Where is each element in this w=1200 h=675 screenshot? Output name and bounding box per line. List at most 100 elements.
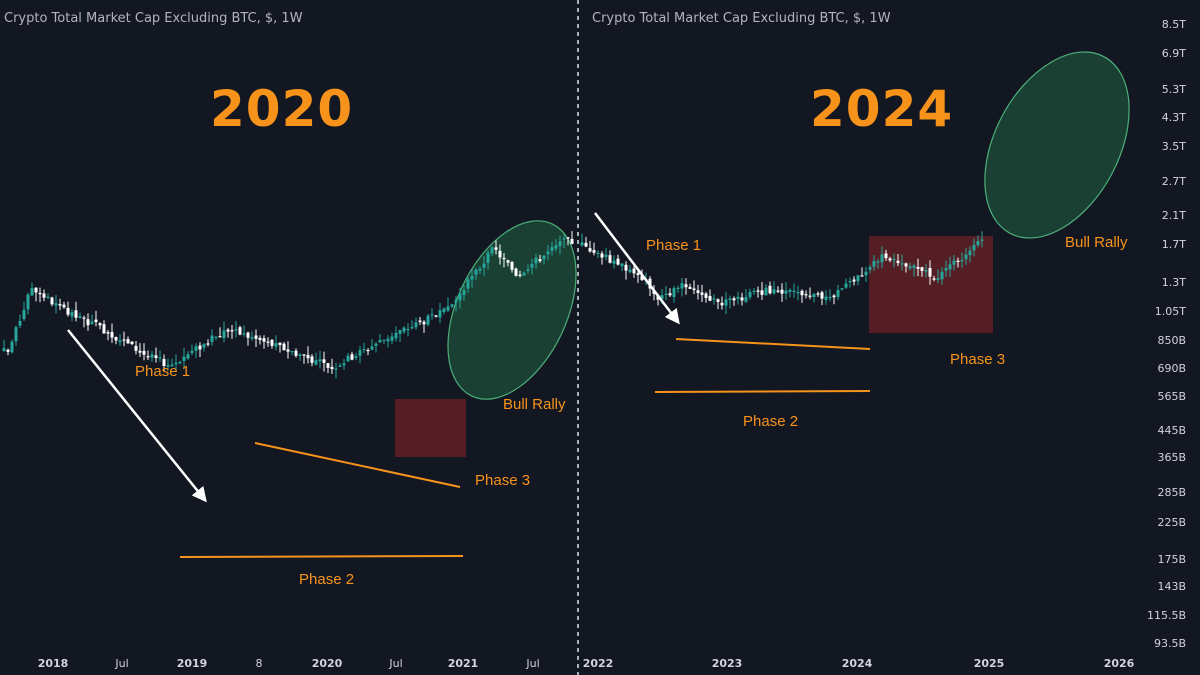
right-candle-body (896, 260, 900, 263)
right-candle-body (952, 260, 956, 265)
left-candle-body (570, 238, 574, 244)
right-rally-label: Bull Rally (1065, 234, 1128, 251)
right-rally-ellipse (984, 51, 1130, 239)
right-candle-body (792, 290, 796, 293)
x-tick: 2024 (841, 657, 873, 670)
left-candle-body (522, 272, 526, 276)
right-candle-body (912, 265, 916, 268)
left-candle-body (138, 350, 142, 353)
right-support-line (654, 390, 871, 393)
right-candles (580, 231, 984, 315)
left-rally-label: Bull Rally (503, 396, 566, 413)
left-candle-body (354, 356, 358, 358)
right-candle-body (720, 302, 724, 306)
left-candle-body (242, 333, 246, 335)
right-candle-body (908, 266, 912, 269)
y-tick: 8.5T (1161, 18, 1186, 31)
left-candle-body (126, 339, 130, 344)
left-candle-body (406, 328, 410, 331)
right-annotations (869, 51, 1130, 333)
left-candle-body (230, 330, 234, 332)
left-candle-body (266, 341, 270, 343)
right-candle-body (680, 283, 684, 289)
y-tick: 93.5B (1153, 637, 1186, 650)
left-candle-body (418, 320, 422, 322)
left-candle-body (170, 364, 174, 367)
left-candle-body (142, 350, 146, 355)
left-candle-body (214, 336, 218, 338)
y-tick: 6.9T (1161, 47, 1186, 60)
right-candle-body (856, 275, 860, 282)
right-candle-body (736, 296, 740, 299)
y-tick: 143B (1157, 580, 1186, 593)
right-candle-body (820, 292, 824, 299)
right-candle-body (836, 290, 840, 298)
left-candles (2, 231, 574, 379)
y-tick: 175B (1157, 553, 1186, 566)
left-candle-body (258, 337, 262, 340)
right-candle-body (772, 289, 776, 294)
right-phase1-label: Phase 1 (646, 237, 702, 254)
right-candle-body (700, 292, 704, 295)
x-tick: Jul (526, 657, 540, 670)
x-tick: 2025 (973, 657, 1005, 670)
right-candle-body (816, 293, 820, 295)
y-tick: 225B (1157, 516, 1186, 529)
right-candle-body (592, 250, 596, 253)
right-candle-body (628, 269, 632, 273)
left-candle-body (310, 356, 314, 363)
right-candle-body (880, 254, 884, 263)
right-candle-body (840, 288, 844, 290)
left-candle-body (346, 355, 350, 362)
right-candle-body (844, 283, 848, 288)
left-candle-body (394, 332, 398, 339)
left-candle-body (250, 337, 254, 339)
left-candle-body (358, 350, 362, 356)
right-candle-body (616, 258, 620, 265)
left-candle-body (34, 287, 38, 293)
right-candle-body (728, 298, 732, 301)
left-candle-body (534, 257, 538, 264)
left-candle-body (62, 304, 66, 308)
right-candle-body (812, 294, 816, 298)
left-candle-body (150, 354, 154, 358)
right-candle-body (948, 264, 952, 270)
left-candle-body (198, 345, 202, 350)
left-candle-body (474, 269, 478, 275)
left-candle-body (518, 274, 522, 276)
left-candle-body (2, 348, 6, 352)
x-tick: 2019 (176, 657, 208, 670)
left-candle-body (146, 356, 150, 358)
left-candle-body (186, 354, 190, 359)
right-candle-body (668, 293, 672, 296)
right-phase3-label: Phase 3 (950, 351, 1006, 368)
right-candle-body (752, 290, 756, 293)
left-phase1-arrow (67, 329, 207, 503)
left-candle-body (162, 359, 166, 366)
left-candle-body (502, 257, 506, 260)
right-candle-body (980, 239, 984, 241)
left-candle-body (66, 307, 70, 315)
right-candle-body (876, 261, 880, 263)
right-candle-body (828, 296, 832, 299)
left-candle-body (158, 357, 162, 359)
y-tick: 1.05T (1154, 305, 1186, 318)
right-candle-body (776, 290, 780, 292)
left-candle-body (554, 245, 558, 249)
right-era-label: 2024 (810, 80, 954, 138)
left-candle-body (290, 350, 294, 353)
right-candle-body (972, 244, 976, 251)
right-candle-body (708, 295, 712, 301)
x-tick: 8 (255, 657, 263, 670)
left-candle-body (94, 319, 98, 322)
left-candle-body (54, 303, 58, 306)
right-candle-body (888, 258, 892, 261)
left-candle-body (78, 316, 82, 318)
right-candle-body (784, 290, 788, 294)
left-era-label: 2020 (210, 80, 354, 138)
right-candle-body (768, 285, 772, 294)
left-candle-body (422, 321, 426, 325)
right-candle-body (756, 290, 760, 292)
x-tick: Jul (115, 657, 129, 670)
left-annotations (395, 220, 577, 457)
